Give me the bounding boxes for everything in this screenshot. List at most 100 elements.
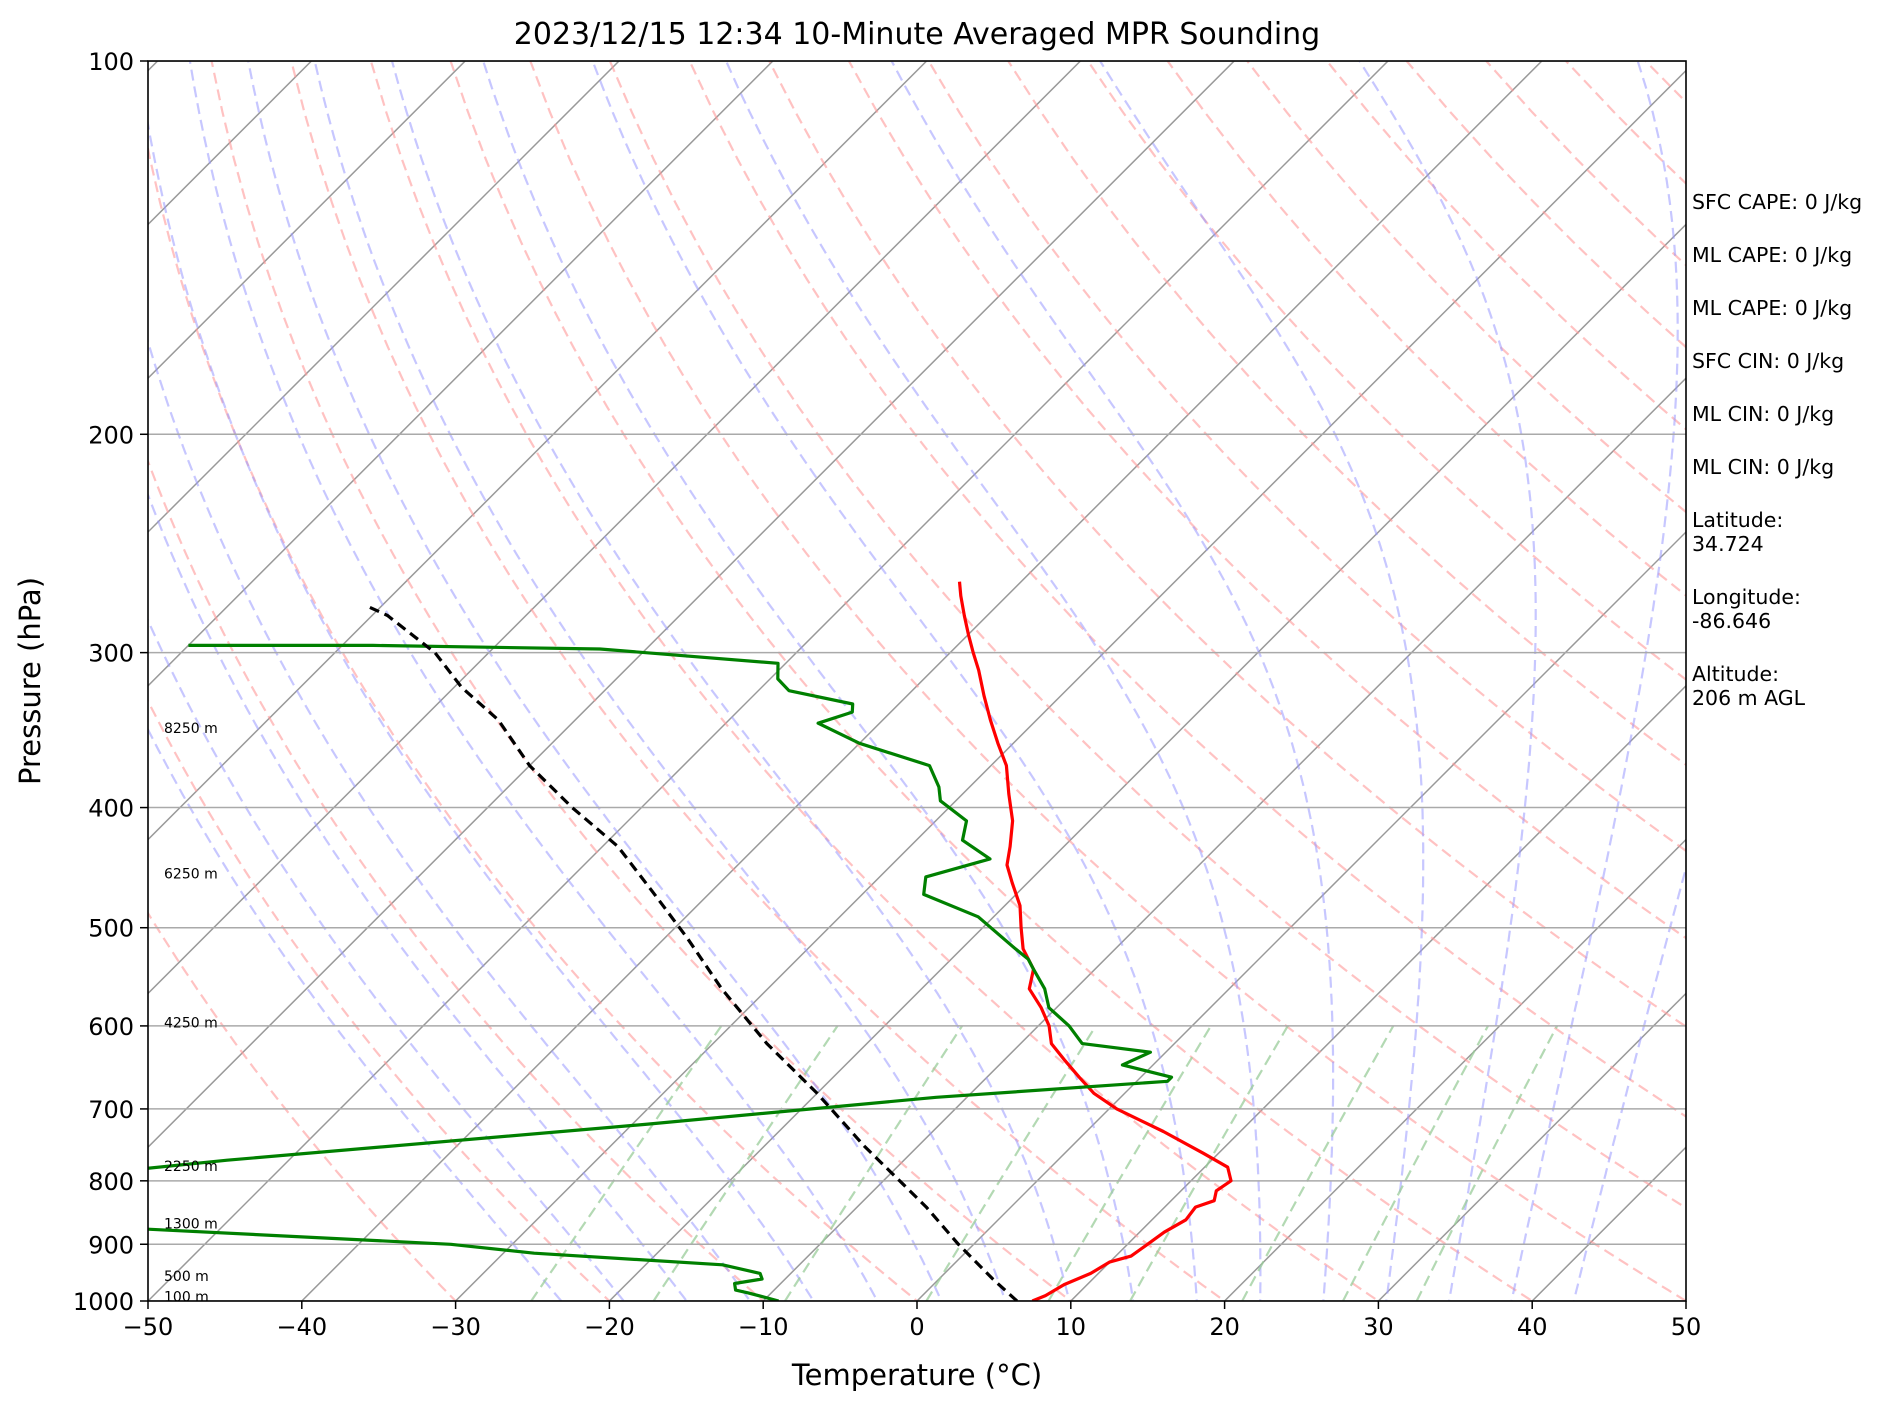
- ml-cin-text-2: ML CIN: 0 J/kg: [1692, 455, 1835, 479]
- isobar-grid: [148, 61, 1686, 1301]
- dry-adiabat-line: [210, 61, 1073, 1301]
- plot-frame: [147, 60, 1687, 1302]
- temperature-profile-line: [957, 581, 1233, 1301]
- moist-adiabat-line: [482, 61, 1135, 1301]
- mixing-ratio-line: [1129, 1025, 1289, 1301]
- background-lines: [148, 61, 1686, 1301]
- mixing-ratio-line: [784, 1025, 964, 1301]
- y-tick-label: 200: [88, 421, 134, 449]
- mixing-ratio-line: [652, 1025, 839, 1301]
- isotherm-line: [300, 61, 1543, 1301]
- x-tick-label: −30: [430, 1313, 481, 1341]
- height-label: 500 m: [164, 1269, 209, 1285]
- x-tick-label: 30: [1363, 1313, 1394, 1341]
- moist-adiabat-line: [313, 61, 1007, 1301]
- dry-adiabat-line: [688, 61, 1686, 1118]
- x-tick-label: 50: [1671, 1313, 1702, 1341]
- dry-adiabat-line: [608, 61, 1686, 1210]
- height-label: 8250 m: [164, 721, 218, 737]
- longitude-text: Longitude: -86.646: [1692, 585, 1801, 633]
- y-tick-label: 700: [88, 1096, 134, 1124]
- moist-adiabat-line: [890, 61, 1335, 1301]
- moist-adiabat-line: [591, 61, 1198, 1301]
- isotherm-line: [148, 61, 621, 534]
- moist-adiabat-line: [188, 61, 879, 1301]
- moist-adiabat-line: [148, 337, 752, 1301]
- y-tick-label: 900: [88, 1231, 134, 1259]
- moist-adiabat-line: [1358, 61, 1537, 1301]
- x-tick-label: 10: [1056, 1313, 1087, 1341]
- moist-adiabat-line: [1098, 61, 1425, 1301]
- isotherm-line: [148, 61, 1082, 995]
- isotherm-line: [148, 61, 774, 687]
- moist-adiabat-line: [724, 61, 1262, 1301]
- dry-adiabat-line: [1086, 61, 1686, 682]
- dewpoint-profile-line: [148, 643, 1174, 1301]
- y-tick-label: 500: [88, 915, 134, 943]
- isotherm-line: [762, 377, 1686, 1301]
- y-tick-label: 800: [88, 1168, 134, 1196]
- isotherm-line: [1377, 992, 1686, 1301]
- isotherm-line: [148, 61, 928, 841]
- isotherm-line: [915, 530, 1686, 1301]
- moist-adiabat-line: [148, 491, 688, 1301]
- dry-adiabat-line: [148, 698, 611, 1301]
- x-axis-label: Temperature (°C): [791, 1358, 1042, 1392]
- x-tick-label: −20: [584, 1313, 635, 1341]
- moist-adiabat-line: [390, 61, 1071, 1301]
- height-label: 1300 m: [164, 1217, 218, 1233]
- height-label: 6250 m: [164, 866, 218, 882]
- isotherm-line: [148, 61, 467, 380]
- dry-adiabat-line: [369, 61, 1381, 1301]
- y-tick-label: 400: [88, 795, 134, 823]
- ml-cape-text: ML CAPE: 0 J/kg: [1692, 243, 1853, 267]
- height-label: 2250 m: [164, 1159, 218, 1175]
- moist-adiabat-line: [1510, 61, 1679, 1301]
- ml-cape-text-2: ML CAPE: 0 J/kg: [1692, 296, 1853, 320]
- x-tick-label: 20: [1209, 1313, 1240, 1341]
- y-axis-ticks: 100 200 300 400 500 600 700 800 900 1000: [73, 48, 148, 1316]
- ml-cin-text: ML CIN: 0 J/kg: [1692, 402, 1835, 426]
- moist-adiabat-line: [148, 117, 815, 1301]
- x-tick-label: −10: [738, 1313, 789, 1341]
- isotherm-line: [148, 61, 1390, 1301]
- latitude-text: Latitude: 34.724: [1692, 508, 1784, 556]
- parcel-path-line: [365, 604, 1019, 1301]
- height-label: 4250 m: [164, 1015, 218, 1031]
- dry-adiabat-line: [449, 61, 1535, 1301]
- sounding-info-panel: SFC CAPE: 0 J/kg ML CAPE: 0 J/kg ML CAPE…: [1692, 190, 1887, 739]
- isotherm-line: [1223, 838, 1686, 1301]
- height-label: 100 m: [164, 1290, 209, 1306]
- dry-adiabat-line: [927, 61, 1686, 853]
- y-tick-label: 300: [88, 640, 134, 668]
- x-tick-label: −50: [123, 1313, 174, 1341]
- y-tick-label: 1000: [73, 1288, 134, 1316]
- sounding-profiles: [148, 581, 1233, 1301]
- chart-title: 2023/12/15 12:34 10-Minute Averaged MPR …: [514, 17, 1320, 52]
- y-tick-label: 100: [88, 48, 134, 76]
- x-tick-label: 40: [1517, 1313, 1548, 1341]
- altitude-text: Altitude: 206 m AGL: [1692, 662, 1806, 710]
- x-axis-ticks: −50 −40 −30 −20 −10 0 10 20 30 40 50: [123, 1301, 1702, 1341]
- moist-adiabat-line: [247, 61, 943, 1301]
- dry-adiabat-line: [768, 61, 1686, 1028]
- dry-adiabat-line: [148, 458, 765, 1301]
- isotherm-line: [148, 61, 1236, 1149]
- dry-adiabat-line: [847, 61, 1686, 940]
- y-axis-label: Pressure (hPa): [13, 577, 47, 785]
- moist-adiabat-line: [1572, 863, 1686, 1301]
- dry-adiabat-line: [1007, 61, 1686, 767]
- sfc-cin-text: SFC CIN: 0 J/kg: [1692, 349, 1845, 373]
- y-tick-label: 600: [88, 1013, 134, 1041]
- x-tick-label: −40: [276, 1313, 327, 1341]
- isotherm-line: [454, 69, 1686, 1301]
- dry-adiabat-line: [290, 61, 1227, 1301]
- dry-adiabat-line: [529, 61, 1686, 1301]
- dry-adiabat-line: [148, 911, 458, 1301]
- sfc-cape-text: SFC CAPE: 0 J/kg: [1692, 190, 1863, 214]
- mixing-ratio-line: [1342, 1025, 1489, 1301]
- dry-adiabat-line: [148, 143, 919, 1301]
- mixing-ratio-line: [1415, 1025, 1559, 1301]
- x-tick-label: 0: [909, 1313, 924, 1341]
